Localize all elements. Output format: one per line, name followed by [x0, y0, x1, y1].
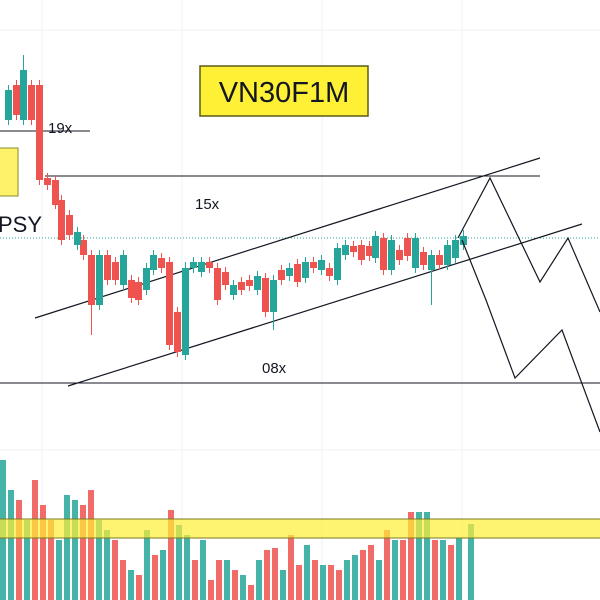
level-label: 19x	[48, 120, 73, 137]
volume	[0, 460, 474, 600]
levels	[0, 130, 600, 384]
volume-red	[16, 480, 454, 600]
chart-title: VN30F1M	[219, 77, 350, 109]
projections	[457, 176, 600, 433]
green-bodies	[5, 70, 467, 355]
title-box	[199, 65, 369, 117]
red-wicks	[16, 80, 440, 357]
pattern-label: PSY	[0, 212, 42, 237]
highlight-left	[0, 147, 19, 197]
channel	[34, 157, 583, 387]
candles	[5, 55, 467, 360]
red-bodies	[13, 85, 443, 352]
level-label: 15x	[195, 196, 220, 213]
level-label: 08x	[262, 360, 287, 377]
volume-green	[0, 460, 474, 600]
volume-band	[0, 518, 600, 539]
